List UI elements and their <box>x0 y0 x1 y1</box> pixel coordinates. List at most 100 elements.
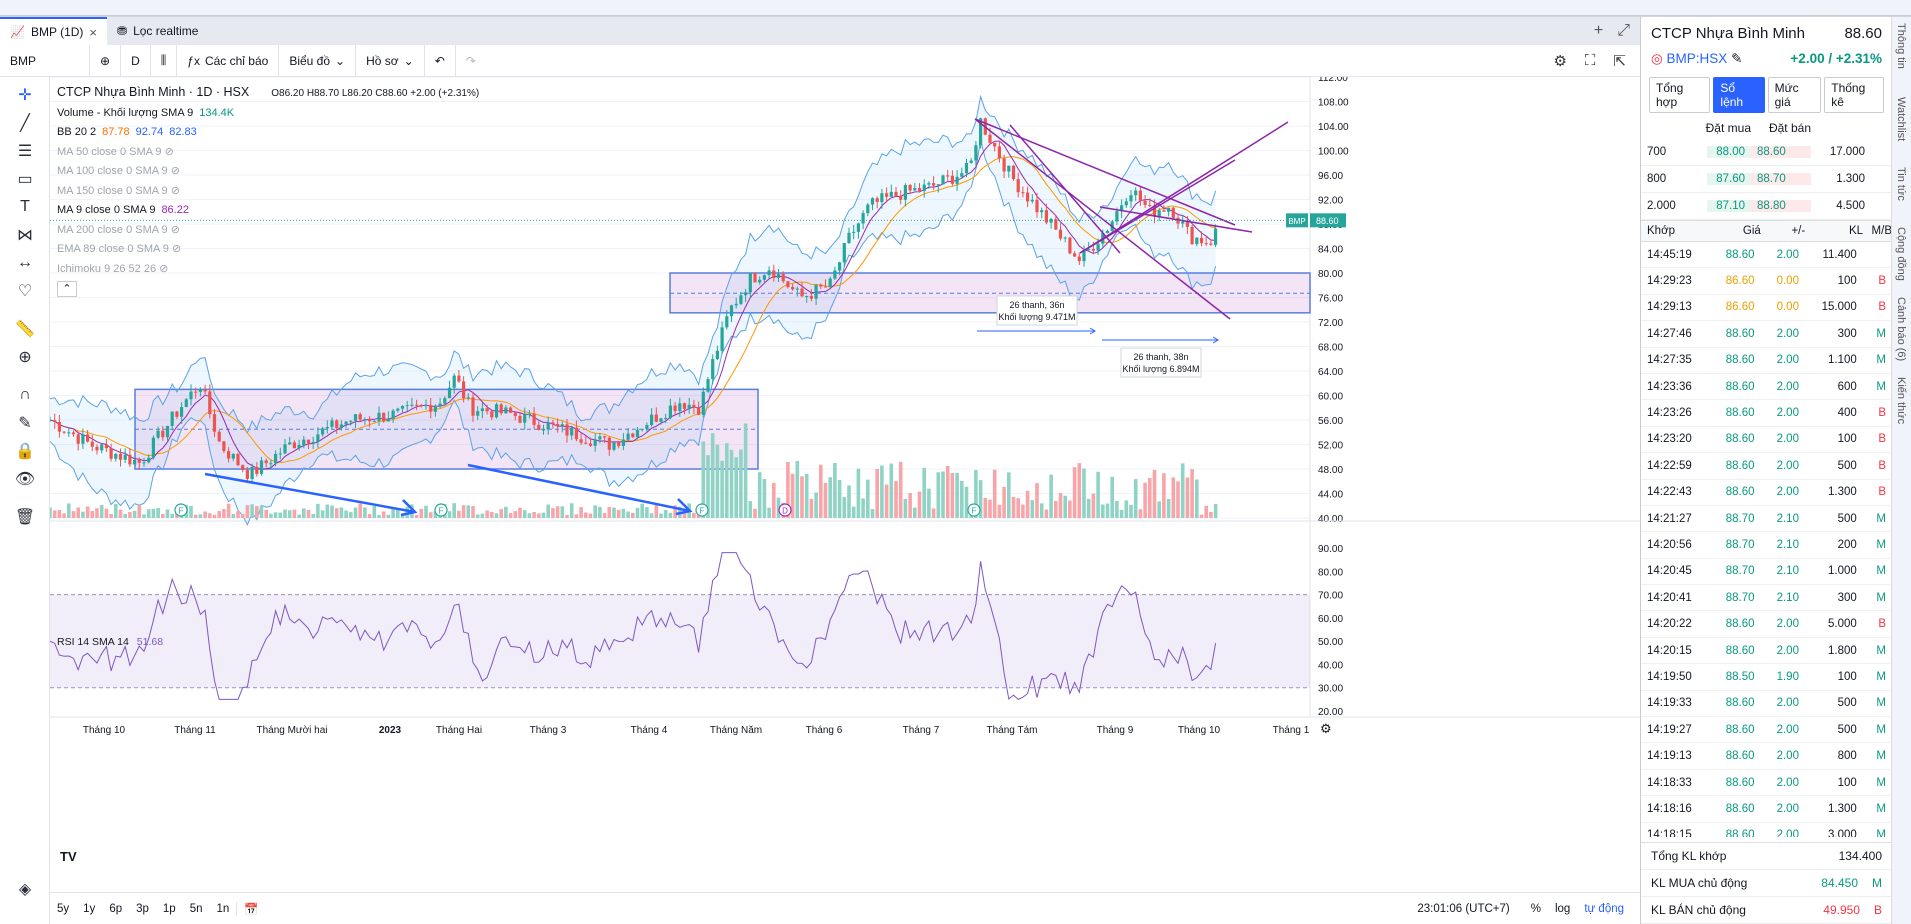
symbol-link[interactable]: BMP:HSX <box>1666 51 1728 66</box>
rectangle-icon[interactable]: ▭ <box>17 171 33 188</box>
crosshair-icon[interactable]: ✛ <box>18 87 32 104</box>
magnet-icon[interactable]: ∩ <box>19 386 31 403</box>
orderbook-row[interactable]: 2.000 87.10 88.80 4.500 <box>1641 193 1892 220</box>
bar-style-button[interactable]: ⫼ <box>151 44 178 77</box>
fullscreen-icon[interactable]: ⛶ <box>1584 51 1596 69</box>
legend-ma100[interactable]: MA 100 close 0 SMA 9 ⊘ <box>57 165 180 177</box>
trash-icon[interactable]: 🗑 <box>14 509 36 526</box>
heart-icon[interactable]: ♡ <box>17 283 33 300</box>
zoom-icon[interactable]: ⊕ <box>18 349 32 366</box>
rsi-legend[interactable]: RSI 14 SMA 14 51.68 <box>57 636 164 648</box>
timeframe-1y[interactable]: 1y <box>83 902 96 915</box>
trades-list[interactable]: 14:45:19 88.60 2.00 11.400 14:29:23 86.60 0.00… <box>1641 242 1892 837</box>
trade-cell: 0.00 <box>1776 275 1799 288</box>
text-icon[interactable]: T <box>20 198 30 215</box>
legend-ma200[interactable]: MA 200 close 0 SMA 9 ⊘ <box>57 223 180 236</box>
orderbook-row[interactable]: 700 88.00 88.60 17.000 <box>1641 139 1892 166</box>
layers-icon[interactable]: ◈ <box>18 881 32 898</box>
compare-button[interactable]: ⊕ <box>90 44 122 77</box>
pattern-icon[interactable]: ⋈ <box>17 227 33 244</box>
calendar-icon[interactable]: 📅 <box>236 901 265 916</box>
fib-icon[interactable]: ☰ <box>17 143 33 160</box>
chart-area[interactable]: 112.00108.00104.00100.0096.0092.0088.008… <box>50 77 1640 892</box>
log-toggle[interactable]: log <box>1554 902 1571 915</box>
timeframe-5d[interactable]: 5n <box>189 902 203 915</box>
timeframe-3m[interactable]: 3p <box>136 902 149 915</box>
tab-orderbook[interactable]: Sổ lệnh <box>1713 77 1765 113</box>
candle <box>156 430 160 438</box>
candle <box>165 425 170 438</box>
legend-ma9[interactable]: MA 9 close 0 SMA 9 86.22 <box>57 204 189 216</box>
legend-collapse-button[interactable]: ⌃ <box>57 281 77 297</box>
candle <box>1082 249 1086 262</box>
redo-button[interactable]: ↷ <box>456 45 486 77</box>
trade-cell: 88.60 <box>1725 459 1755 472</box>
side-tab-knowledge[interactable]: Kiến thức <box>1895 377 1907 425</box>
legend-ma50[interactable]: MA 50 close 0 SMA 9 ⊘ <box>57 145 174 158</box>
orderbook-row[interactable]: 800 87.60 88.70 1.300 <box>1641 166 1892 193</box>
tab-filter[interactable]: ⛃ Lọc realtime <box>107 17 208 45</box>
measure-range-icon[interactable]: ↔ <box>17 254 33 271</box>
close-icon[interactable]: × <box>89 24 97 40</box>
side-tab-watchlist[interactable]: Watchlist <box>1895 97 1907 142</box>
chart-canvas[interactable]: 112.00108.00104.00100.0096.0092.0088.008… <box>50 77 1640 892</box>
legend-bb[interactable]: BB 20 2 87.78 92.74 82.83 <box>57 126 197 138</box>
event-label: F <box>439 507 444 516</box>
volume-bar <box>1199 514 1204 518</box>
percent-toggle[interactable]: % <box>1530 902 1541 915</box>
templates-button[interactable]: Hồ sơ ⌄ <box>356 44 425 77</box>
legend-volume[interactable]: Volume - Khối lượng SMA 9 134.4K <box>57 106 235 119</box>
add-tab-icon[interactable]: + <box>1593 22 1604 39</box>
tab-summary[interactable]: Tổng hợp <box>1649 77 1711 113</box>
symbol-search[interactable]: BMP <box>0 44 90 77</box>
orderbook-cell: 88.70 <box>1751 173 1811 185</box>
eye-off-icon[interactable]: ⊘ <box>170 184 180 197</box>
legend-ichimoku[interactable]: Ichimoku 9 26 52 26 ⊘ <box>57 262 169 275</box>
tab-bmp[interactable]: 📈 BMP (1D) × <box>0 17 107 45</box>
volume-bar <box>508 513 513 518</box>
eye-off-icon[interactable]: ⊘ <box>170 165 180 177</box>
settings-icon[interactable]: ⚙ <box>1553 52 1567 70</box>
volume-bar <box>565 514 569 518</box>
eye-off-icon[interactable]: ⊘ <box>171 243 182 255</box>
expand-icon[interactable]: ⤢ <box>1617 22 1630 39</box>
candle <box>659 418 663 422</box>
ruler-icon[interactable]: 📏 <box>15 321 35 338</box>
volume-bar <box>1171 477 1176 518</box>
timeframe-1d[interactable]: 1n <box>216 902 230 915</box>
timeframe-6m[interactable]: 6p <box>109 902 123 915</box>
chart-type-button[interactable]: Biểu đồ ⌄ <box>279 44 357 77</box>
eye-off-icon[interactable]: ⊘ <box>170 223 180 236</box>
side-tab-news[interactable]: Tin tức <box>1895 167 1907 201</box>
trend-line <box>1099 206 1253 233</box>
volume-bar <box>457 510 461 518</box>
edit-icon[interactable]: ✎ <box>1731 51 1743 66</box>
indicators-button[interactable]: ƒx Các chỉ báo <box>177 44 280 77</box>
legend-ema89[interactable]: EMA 89 close 0 SMA 9 ⊘ <box>57 243 182 255</box>
volume-bar <box>955 472 959 518</box>
tab-price-levels[interactable]: Mức giá <box>1767 77 1822 113</box>
trade-cell: 200 <box>1837 538 1857 551</box>
share-icon[interactable]: ⇱ <box>1613 52 1626 70</box>
side-tab-alerts[interactable]: Cảnh báo (6) <box>1895 297 1907 362</box>
pencil-lock-icon[interactable]: ✎ <box>18 415 32 432</box>
side-tab-community[interactable]: Cộng đồng <box>1895 227 1907 281</box>
auto-toggle[interactable]: tự động <box>1584 902 1624 915</box>
eye-icon[interactable]: 👁 <box>14 471 36 488</box>
undo-button[interactable]: ↶ <box>425 44 456 77</box>
interval-button[interactable]: D <box>121 44 151 77</box>
lock-icon[interactable]: 🔒 <box>15 443 35 460</box>
legend-ma150[interactable]: MA 150 close 0 SMA 9 ⊘ <box>57 184 180 197</box>
volume-bar <box>645 507 649 518</box>
volume-bar <box>480 513 485 518</box>
tab-statistics[interactable]: Thống kê <box>1824 77 1884 113</box>
timeframe-5y[interactable]: 5y <box>57 902 70 915</box>
volume-bar <box>349 512 353 518</box>
volume-bar <box>908 492 912 518</box>
eye-off-icon[interactable]: ⊘ <box>164 145 174 158</box>
trendline-icon[interactable]: ╱ <box>20 115 30 132</box>
clock[interactable]: 23:01:06 (UTC+7) <box>1417 902 1510 915</box>
side-tab-info[interactable]: Thông tin <box>1895 23 1907 69</box>
eye-off-icon[interactable]: ⊘ <box>159 262 169 275</box>
timeframe-1m[interactable]: 1p <box>162 902 176 915</box>
